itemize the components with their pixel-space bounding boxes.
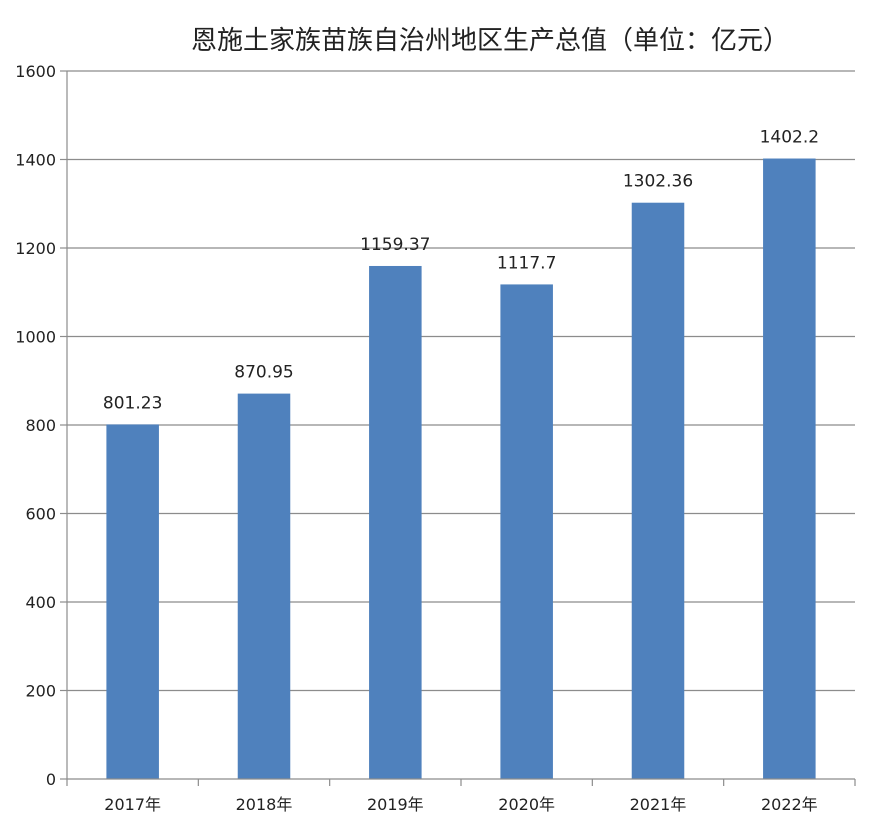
y-tick-label: 1600 <box>15 62 56 81</box>
y-tick-label: 1400 <box>15 151 56 170</box>
y-tick-label: 600 <box>25 505 56 524</box>
y-tick-label: 0 <box>46 770 56 789</box>
bar <box>763 158 816 780</box>
x-axis-tick-labels: 2017年 2018年 2019年 2020年 2021年 2022年 <box>104 795 817 814</box>
data-labels: 801.23 870.95 1159.37 1117.7 1302.36 1402.2 <box>103 128 819 414</box>
data-label: 801.23 <box>103 393 162 413</box>
axes <box>66 71 856 786</box>
data-label: 870.95 <box>234 363 293 383</box>
chart-title: 恩施土家族苗族自治州地区生产总值（单位：亿元） <box>191 26 789 56</box>
data-label: 1402.2 <box>760 128 819 148</box>
x-tick-label: 2019年 <box>367 795 424 814</box>
gridlines <box>60 70 855 780</box>
y-tick-label: 1200 <box>15 239 56 258</box>
y-tick-label: 800 <box>25 416 56 435</box>
bar <box>631 202 685 780</box>
x-tick-label: 2021年 <box>630 795 687 814</box>
data-label: 1159.37 <box>360 235 430 255</box>
bar <box>369 265 422 779</box>
y-tick-label: 400 <box>25 593 56 612</box>
data-label: 1302.36 <box>623 172 693 192</box>
bar <box>500 284 553 779</box>
data-label: 1117.7 <box>497 253 556 273</box>
bar <box>237 393 291 779</box>
y-tick-label: 1000 <box>15 328 56 347</box>
y-tick-label: 200 <box>25 682 56 701</box>
x-tick-label: 2022年 <box>761 795 818 814</box>
y-axis-tick-labels: 0 200 400 600 800 1000 1200 1400 1600 <box>15 62 56 789</box>
bars <box>106 158 816 780</box>
bar <box>106 424 159 779</box>
x-tick-label: 2020年 <box>498 795 555 814</box>
x-tick-label: 2017年 <box>104 795 161 814</box>
x-tick-label: 2018年 <box>236 795 293 814</box>
